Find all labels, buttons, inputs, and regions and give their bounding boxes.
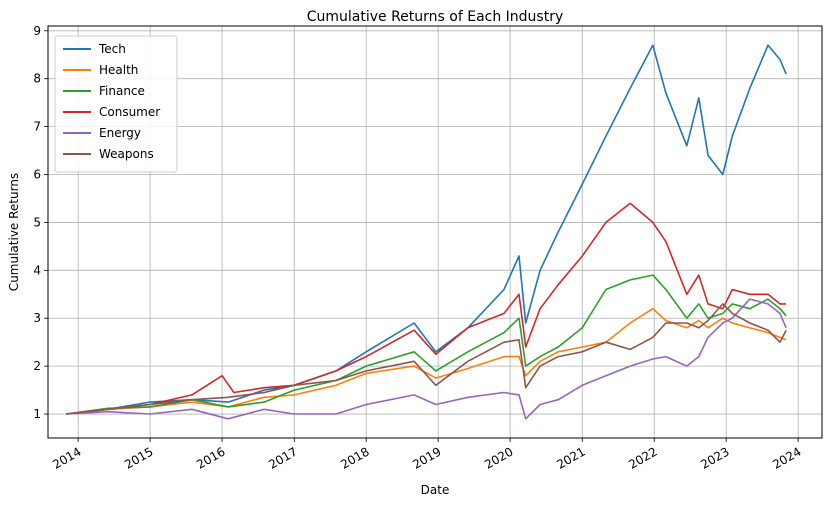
legend: Tech Health Finance Consumer Energy Weapons: [54, 35, 178, 173]
legend-label: Energy: [99, 126, 141, 140]
y-tick-label: 5: [33, 215, 41, 229]
x-tick-label: 2017: [266, 444, 299, 471]
x-tick-label: 2024: [770, 444, 803, 471]
legend-label: Health: [99, 63, 138, 77]
x-tick-label: 2023: [698, 444, 731, 471]
plot-frame: [47, 25, 823, 439]
y-tick-label: 1: [33, 407, 41, 421]
series-line-finance: [65, 274, 787, 415]
x-axis-label: Date: [421, 483, 450, 497]
series-line-weapons: [66, 303, 787, 415]
x-tick-label: 2015: [122, 444, 155, 471]
series-lines: [65, 44, 787, 420]
x-tick-label: 2022: [626, 444, 659, 471]
legend-label: Tech: [98, 42, 126, 56]
x-tick-label: 2018: [338, 444, 371, 471]
y-tick-label: 6: [33, 168, 41, 182]
y-tick-label: 9: [33, 24, 41, 38]
series-line-energy: [66, 298, 787, 420]
grid-lines: [48, 26, 822, 438]
y-tick-label: 7: [33, 120, 41, 134]
x-tick-label: 2019: [410, 444, 443, 471]
y-tick-label: 2: [33, 359, 41, 373]
y-tick-label: 8: [33, 72, 41, 86]
series-line-tech: [66, 44, 787, 415]
y-axis-ticks: 1 2 3 4 5 6 7 8 9: [33, 24, 48, 421]
x-tick-label: 2016: [194, 444, 227, 471]
legend-label: Finance: [99, 84, 145, 98]
x-axis-ticks: 2014 2015 2016 2017 2018 2019 2020 2021 2022 2023…: [50, 438, 804, 472]
x-tick-label: 2014: [50, 444, 83, 471]
x-tick-label: 2020: [482, 444, 515, 471]
x-tick-label: 2021: [554, 444, 587, 471]
series-line-consumer: [66, 202, 787, 415]
legend-label: Consumer: [99, 105, 160, 119]
y-tick-label: 4: [33, 263, 41, 277]
chart-title: Cumulative Returns of Each Industry: [307, 9, 564, 25]
series-line-health: [66, 307, 787, 415]
y-axis-label: Cumulative Returns: [7, 173, 21, 291]
y-tick-label: 3: [33, 311, 41, 325]
legend-label: Weapons: [99, 147, 154, 161]
